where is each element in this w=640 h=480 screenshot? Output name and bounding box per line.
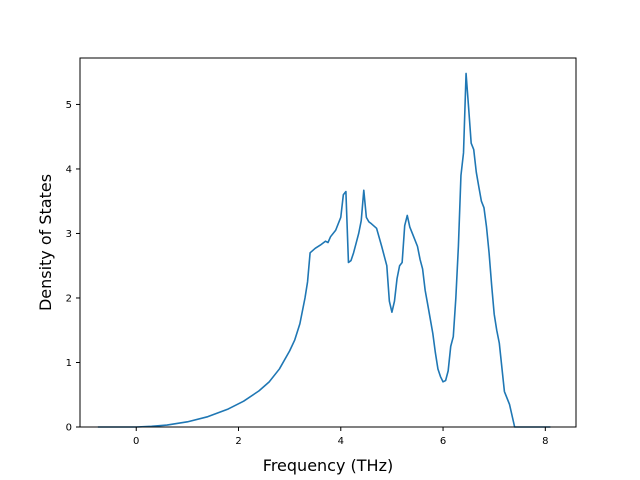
x-tick-label: 0	[133, 436, 139, 447]
x-tick-label: 2	[235, 436, 241, 447]
x-tick-label: 4	[338, 436, 344, 447]
x-tick-label: 6	[440, 436, 446, 447]
y-tick-label: 0	[66, 423, 72, 434]
y-tick-label: 1	[66, 358, 72, 369]
x-axis-label: Frequency (THz)	[263, 456, 393, 475]
ticks-layer: 0 2 4 6 8 0 1 2 3 4 5	[66, 100, 549, 447]
x-tick-label: 8	[542, 436, 548, 447]
series-line-0	[97, 72, 551, 428]
y-tick-label: 5	[66, 100, 72, 111]
y-axis-label: Density of States	[36, 174, 55, 311]
plot-layer	[97, 72, 551, 428]
y-tick-label: 2	[66, 293, 72, 304]
y-tick-label: 3	[66, 229, 72, 240]
axes-frame	[79, 57, 577, 428]
y-tick-label: 4	[66, 164, 72, 175]
